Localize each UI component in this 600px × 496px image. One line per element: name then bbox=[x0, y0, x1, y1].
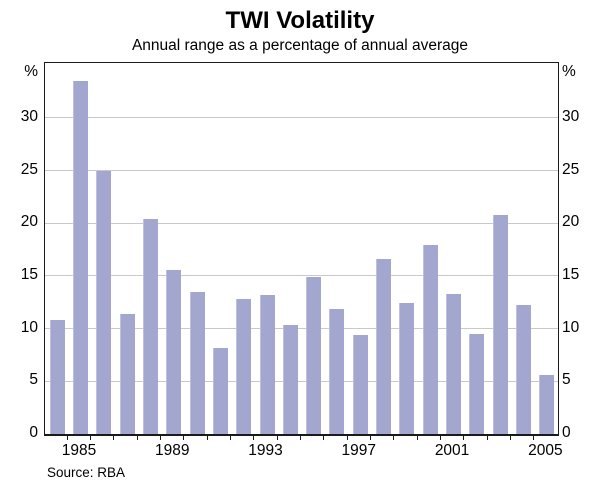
bar-1986 bbox=[96, 170, 112, 434]
gridline-30 bbox=[45, 117, 558, 119]
bar-2001 bbox=[446, 293, 462, 434]
y-axis-label-left-5: 5 bbox=[29, 371, 38, 389]
x-axis-tick bbox=[230, 435, 232, 440]
y-axis-label-right-15: 15 bbox=[562, 265, 580, 283]
x-axis-tick bbox=[160, 435, 162, 440]
bar-2005 bbox=[539, 374, 555, 434]
bar-1989 bbox=[166, 269, 182, 434]
bar-1990 bbox=[189, 291, 205, 434]
x-axis-tick bbox=[486, 435, 488, 440]
bar-1991 bbox=[212, 347, 228, 434]
x-axis-label-2001: 2001 bbox=[434, 442, 470, 459]
bar-2004 bbox=[516, 305, 532, 434]
bar-2002 bbox=[469, 333, 485, 434]
x-axis-tick bbox=[183, 435, 185, 440]
x-axis-label-1985: 1985 bbox=[61, 442, 97, 459]
bar-1995 bbox=[306, 276, 322, 434]
x-axis-label-1997: 1997 bbox=[341, 442, 377, 459]
bar-1987 bbox=[119, 313, 135, 434]
x-axis-tick bbox=[463, 435, 465, 440]
x-axis-tick bbox=[509, 435, 511, 440]
y-axis-label-right-30: 30 bbox=[562, 107, 580, 125]
y-axis-unit-right: % bbox=[562, 63, 576, 80]
bar-2003 bbox=[492, 214, 508, 434]
x-axis-tick bbox=[393, 435, 395, 440]
x-axis-tick bbox=[206, 435, 208, 440]
bar-1984 bbox=[49, 320, 65, 434]
gridline-20 bbox=[45, 222, 558, 224]
gridline-5 bbox=[45, 380, 558, 382]
y-axis-label-right-20: 20 bbox=[562, 213, 580, 231]
bar-1992 bbox=[236, 299, 252, 434]
y-axis-unit-left: % bbox=[24, 63, 38, 80]
bar-1998 bbox=[376, 259, 392, 434]
y-axis-label-right-5: 5 bbox=[562, 371, 571, 389]
x-axis-label-1993: 1993 bbox=[248, 442, 283, 459]
x-axis-tick bbox=[300, 435, 301, 440]
source-note: Source: RBA bbox=[47, 465, 126, 480]
bar-1997 bbox=[352, 334, 368, 434]
bar-1993 bbox=[259, 294, 275, 434]
y-axis-label-left-20: 20 bbox=[20, 213, 38, 231]
bar-1999 bbox=[399, 303, 415, 434]
x-axis-tick bbox=[346, 435, 348, 440]
y-axis-label-left-15: 15 bbox=[20, 265, 38, 283]
x-axis-tick bbox=[66, 435, 68, 440]
gridline-10 bbox=[45, 328, 558, 330]
bar-1994 bbox=[282, 325, 298, 434]
x-axis-label-2005: 2005 bbox=[528, 442, 563, 459]
x-axis-tick bbox=[253, 435, 255, 440]
bar-1985 bbox=[72, 80, 88, 434]
y-axis-label-left-10: 10 bbox=[20, 318, 38, 336]
y-axis-label-left-30: 30 bbox=[20, 107, 38, 125]
x-axis-tick bbox=[276, 435, 278, 440]
x-axis-tick bbox=[323, 435, 325, 440]
y-axis-label-right-0: 0 bbox=[562, 424, 571, 441]
chart-title: TWI Volatility bbox=[225, 7, 375, 34]
x-axis-label-1989: 1989 bbox=[155, 442, 190, 459]
y-axis-label-left-0: 0 bbox=[29, 424, 38, 441]
bar-1996 bbox=[329, 308, 345, 434]
x-axis-tick bbox=[90, 435, 92, 440]
gridline-25 bbox=[45, 170, 558, 172]
y-axis-label-left-25: 25 bbox=[20, 160, 38, 178]
x-axis-tick bbox=[136, 435, 138, 440]
bar-2000 bbox=[422, 245, 438, 434]
y-axis-label-right-10: 10 bbox=[562, 318, 580, 336]
x-axis-tick bbox=[369, 435, 371, 440]
bar-1988 bbox=[142, 219, 158, 434]
x-axis-tick bbox=[113, 435, 115, 440]
x-axis-tick bbox=[439, 435, 441, 440]
x-axis-tick bbox=[533, 435, 535, 440]
x-axis-tick bbox=[416, 435, 418, 440]
y-axis-label-right-25: 25 bbox=[562, 160, 580, 178]
gridline-15 bbox=[45, 275, 558, 277]
chart-subtitle: Annual range as a percentage of annual a… bbox=[131, 37, 469, 54]
plot-area bbox=[44, 62, 559, 436]
